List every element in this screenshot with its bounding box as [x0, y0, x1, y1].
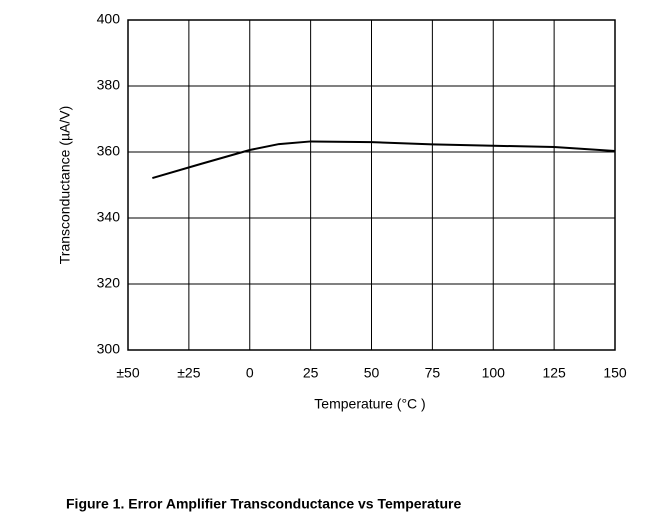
- plot-frame: [127, 19, 616, 351]
- y-tick-label: 340: [97, 209, 121, 225]
- x-tick-label: 150: [603, 365, 627, 381]
- x-tick-label: 75: [425, 365, 441, 381]
- chart-title: Figure 1. Error Amplifier Transconductan…: [66, 496, 461, 512]
- x-tick-label: 100: [482, 365, 506, 381]
- x-axis-label: Temperature (°C ): [314, 396, 425, 412]
- y-tick-label: 320: [97, 275, 121, 291]
- y-tick-label: 300: [97, 341, 121, 357]
- x-tick-label: 25: [303, 365, 319, 381]
- x-tick-label: ±50: [116, 365, 139, 381]
- y-axis-label: Transconductance (µA/V): [57, 106, 73, 265]
- y-tick-label: 360: [97, 143, 121, 159]
- line: [152, 140, 616, 180]
- x-tick-label: ±25: [177, 365, 200, 381]
- x-tick-label: 0: [246, 365, 254, 381]
- y-tick-label: 380: [97, 77, 121, 93]
- y-tick-label: 400: [97, 11, 121, 27]
- x-tick-label: 50: [364, 365, 380, 381]
- x-tick-label: 125: [542, 365, 566, 381]
